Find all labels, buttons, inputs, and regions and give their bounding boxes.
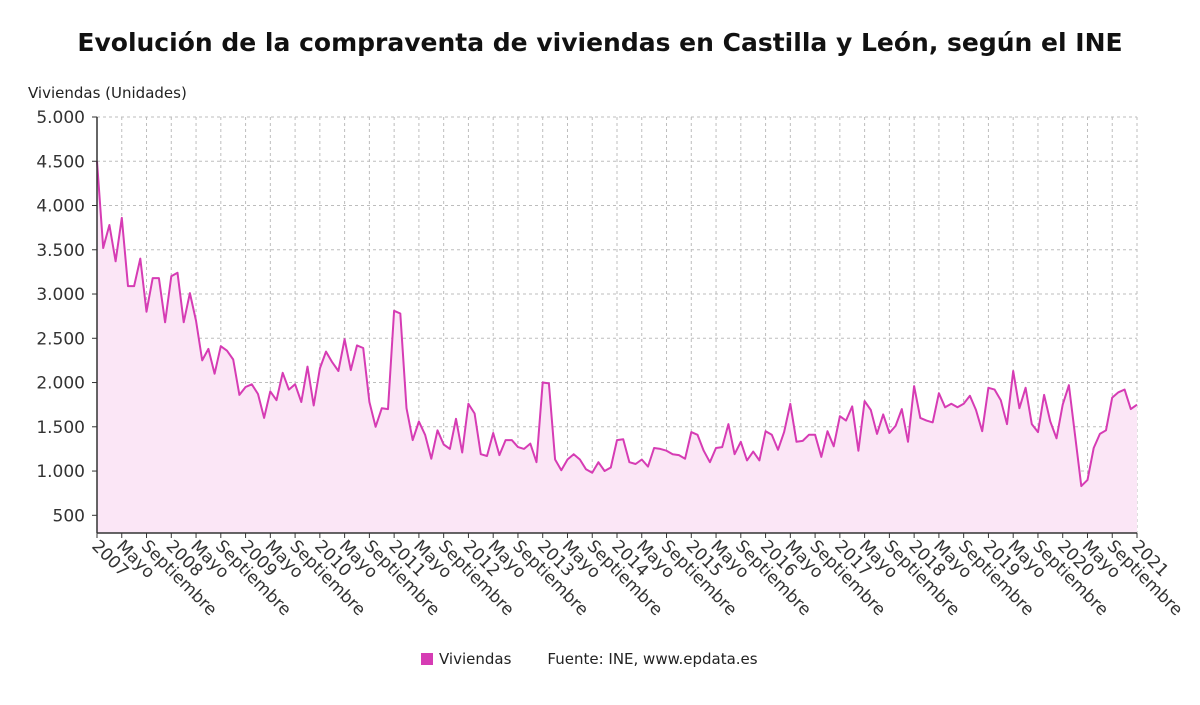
y-tick-label: 2.000: [36, 374, 85, 394]
y-tick-label: 4.000: [36, 197, 85, 217]
y-tick-label: 4.500: [36, 152, 85, 172]
source-note: Fuente: INE, www.epdata.es: [547, 650, 758, 668]
y-axis-title: Viviendas (Unidades): [28, 84, 187, 102]
chart-title: Evolución de la compraventa de viviendas…: [77, 28, 1123, 57]
legend-label: Viviendas: [439, 650, 512, 668]
y-tick-labels: 500 1.000 1.500 2.000 2.500 3.000 3.500 4.000 4.…: [36, 108, 85, 526]
y-tick-label: 3.000: [36, 285, 85, 305]
legend: Viviendas Fuente: INE, www.epdata.es: [421, 650, 758, 668]
axes-layer: [92, 116, 1138, 538]
y-tick-label: 2.500: [36, 329, 85, 349]
x-tick-labels: 2007MayoSeptiembre2008MayoSeptiembre2009…: [87, 536, 1186, 620]
legend-swatch: [421, 653, 433, 665]
series-area-fill: [97, 161, 1137, 534]
y-tick-label: 500: [53, 506, 85, 526]
y-tick-label: 1.500: [36, 418, 85, 438]
series-line-viviendas: [96, 161, 1138, 488]
y-tick-label: 1.000: [36, 462, 85, 482]
y-tick-label: 5.000: [36, 108, 85, 128]
y-tick-label: 3.500: [36, 241, 85, 261]
